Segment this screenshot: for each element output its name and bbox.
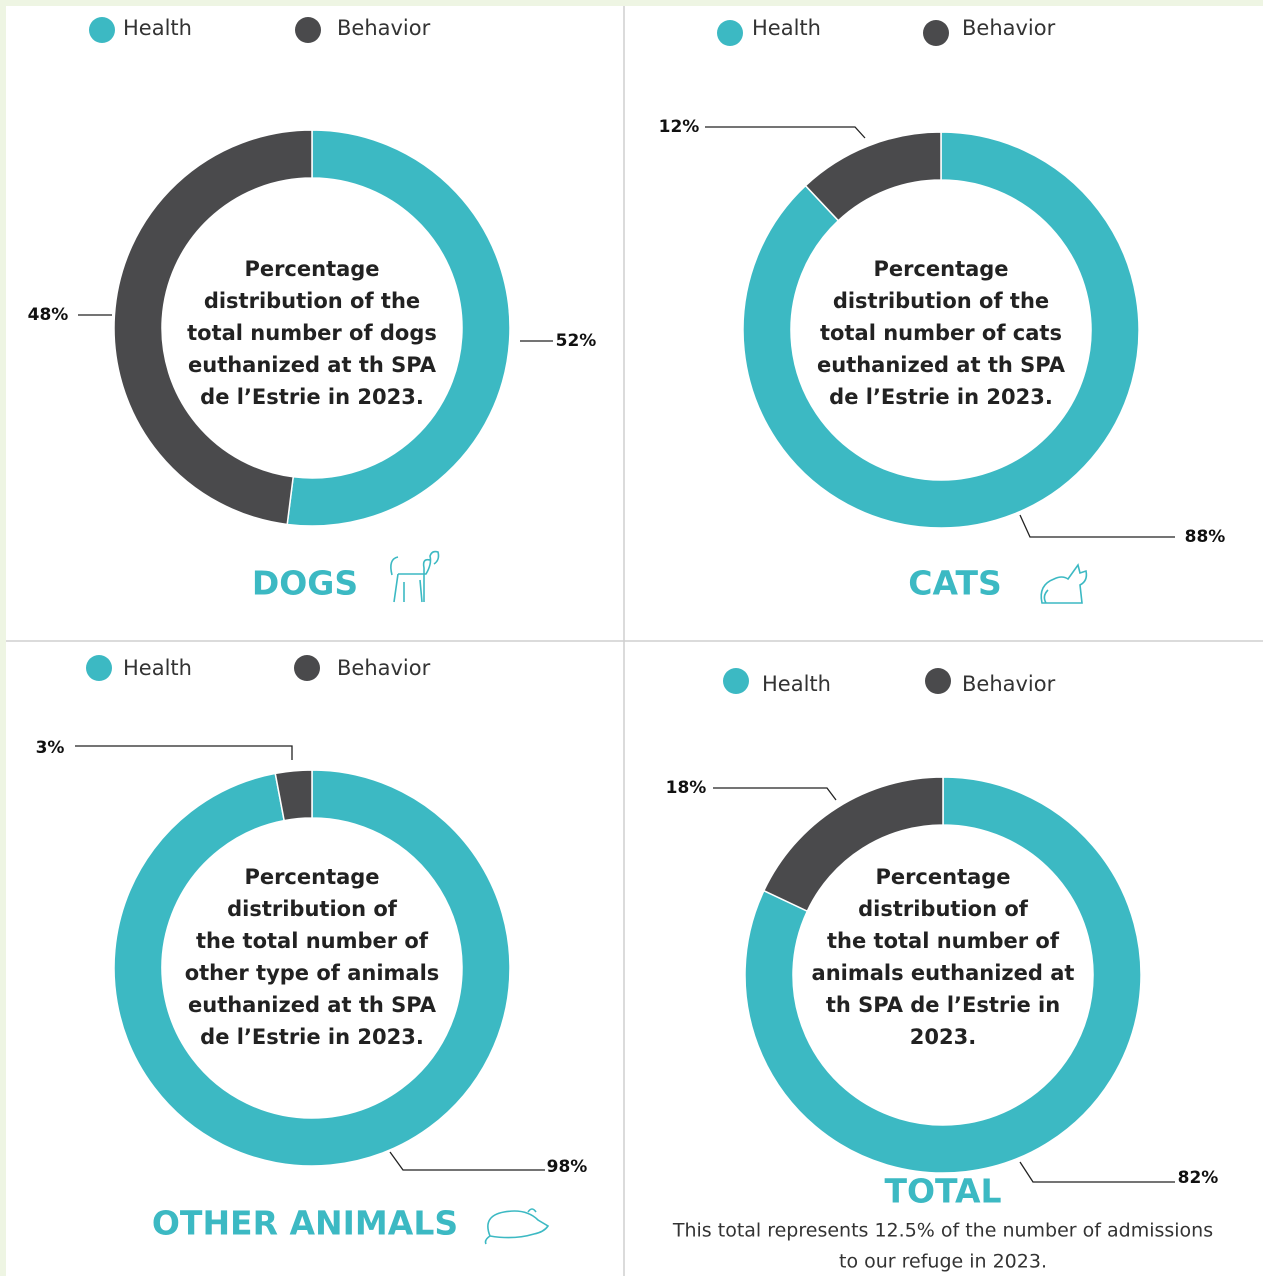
center-text: euthanized at th SPA [188, 993, 437, 1017]
center-text: animals euthanized at [812, 961, 1075, 985]
center-text: Percentage [875, 865, 1010, 889]
value-label: 12% [659, 117, 700, 137]
donut-slice [744, 776, 1142, 1174]
legend-marker [925, 668, 951, 694]
leader-line [705, 126, 866, 139]
value-label: 82% [1178, 1168, 1219, 1188]
center-text: the total number of [827, 929, 1060, 953]
donut-slice [113, 129, 313, 526]
legend-marker [923, 20, 949, 46]
center-text: euthanized at th SPA [817, 353, 1066, 377]
legend-label: Health [752, 16, 821, 40]
center-text: Percentage [244, 257, 379, 281]
legend-label: Health [123, 16, 192, 40]
value-label: 3% [36, 738, 65, 758]
center-text: de l’Estrie in 2023. [829, 385, 1053, 409]
note: This total represents 12.5% of the numbe… [672, 1220, 1213, 1242]
leader-line [1019, 1161, 1175, 1183]
center-text: Percentage [244, 865, 379, 889]
leader-line [1019, 514, 1175, 538]
category-title: CATS [908, 564, 1001, 603]
center-text: the total number of [196, 929, 429, 953]
legend-label: Behavior [962, 16, 1056, 40]
value-label: 52% [556, 331, 597, 351]
leader-line [713, 787, 837, 801]
legend-marker [86, 655, 112, 681]
legend-label: Health [123, 656, 192, 680]
note: to our refuge in 2023. [839, 1251, 1047, 1273]
category-title: DOGS [252, 564, 358, 603]
legend-label: Behavior [962, 672, 1056, 696]
legend-label: Health [762, 672, 831, 696]
center-text: total number of cats [820, 321, 1062, 345]
value-label: 98% [547, 1157, 588, 1177]
value-label: 88% [1185, 527, 1226, 547]
leader-line [75, 745, 293, 760]
donut-slice [286, 129, 511, 527]
legend-marker [717, 20, 743, 46]
value-label: 18% [666, 778, 707, 798]
center-text: 2023. [910, 1025, 976, 1049]
center-text: distribution of the [204, 289, 420, 313]
center-text: Percentage [873, 257, 1008, 281]
dog-icon [390, 550, 440, 603]
donut-slice [742, 131, 1140, 529]
donut-slice [762, 776, 944, 913]
center-text: de l’Estrie in 2023. [200, 385, 424, 409]
value-label: 48% [28, 305, 69, 325]
center-text: distribution of [858, 897, 1029, 921]
center-text: euthanized at th SPA [188, 353, 437, 377]
center-text: distribution of the [833, 289, 1049, 313]
legend-marker [723, 668, 749, 694]
leader-line [389, 1151, 545, 1171]
center-text: de l’Estrie in 2023. [200, 1025, 424, 1049]
donut-slice [274, 769, 313, 822]
legend-label: Behavior [337, 16, 431, 40]
center-text: distribution of [227, 897, 398, 921]
center-text: total number of dogs [187, 321, 437, 345]
category-title: OTHER ANIMALS [152, 1204, 458, 1243]
donut-slice [804, 131, 942, 222]
category-title: TOTAL [884, 1172, 1001, 1211]
donut-slice [113, 769, 511, 1167]
center-text: other type of animals [185, 961, 440, 985]
center-text: th SPA de l’Estrie in [826, 993, 1060, 1017]
legend-marker [89, 17, 115, 43]
cat-icon [1040, 563, 1088, 604]
legend-marker [295, 17, 321, 43]
legend-marker [294, 655, 320, 681]
legend-label: Behavior [337, 656, 431, 680]
mouse-icon [484, 1208, 550, 1245]
